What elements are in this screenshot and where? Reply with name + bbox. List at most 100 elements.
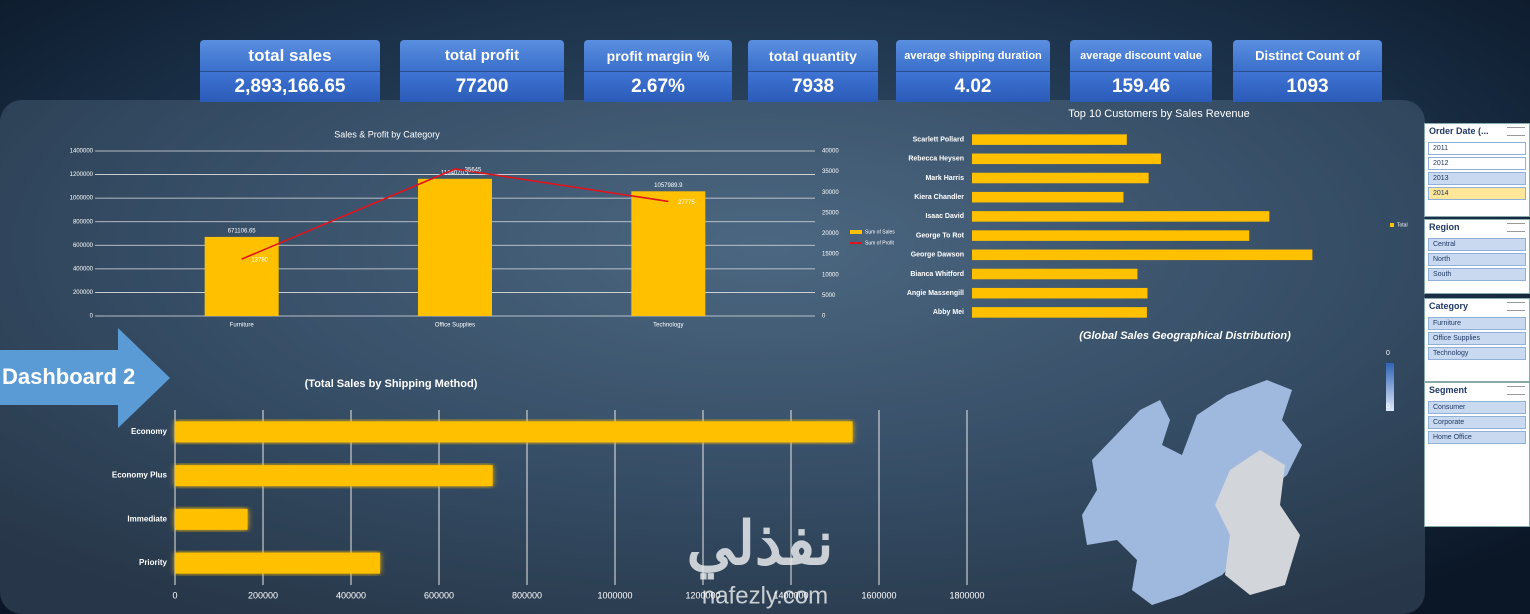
- slicer-icon[interactable]: [1507, 386, 1525, 395]
- bar: [175, 552, 381, 574]
- legend-label: Sum of Profit: [865, 240, 895, 246]
- kpi-card: average discount value 159.46: [1070, 40, 1212, 102]
- slicer-item[interactable]: Furniture: [1428, 317, 1526, 330]
- bar: [972, 191, 1124, 203]
- slicer-item[interactable]: 2012: [1428, 157, 1526, 170]
- y-tick-label: Priority: [139, 558, 168, 567]
- bar: [972, 307, 1147, 318]
- kpi-title: total sales: [200, 40, 380, 72]
- x-tick-label: 1600000: [861, 590, 896, 600]
- bar: [972, 211, 1270, 222]
- slicer-item[interactable]: 2013: [1428, 172, 1526, 185]
- chart-title: (Global Sales Geographical Distribution): [1079, 330, 1291, 342]
- slicer-item[interactable]: Office Supplies: [1428, 332, 1526, 345]
- x-tick-label: Technology: [653, 323, 683, 329]
- kpi-card: average shipping duration 4.02: [896, 40, 1050, 102]
- slicer-item[interactable]: Central: [1428, 238, 1526, 251]
- x-tick-label: 1400000: [773, 590, 808, 600]
- kpi-value: 1093: [1233, 71, 1382, 102]
- chart-title: Sales & Profit by Category: [334, 129, 440, 139]
- x-tick-label: 0: [172, 590, 177, 600]
- data-label: 35645: [465, 168, 482, 174]
- slicer-icon[interactable]: [1507, 223, 1525, 232]
- bar: [972, 153, 1161, 165]
- kpi-title: average discount value: [1070, 40, 1212, 72]
- kpi-value: 2,893,166.65: [200, 71, 380, 102]
- slicer-item[interactable]: North: [1428, 253, 1526, 266]
- y-tick-label: 1400000: [70, 149, 94, 155]
- kpi-card: profit margin % 2.67%: [584, 40, 732, 102]
- y-tick-label: George Dawson: [911, 252, 964, 259]
- y-tick-label: 1000000: [70, 196, 94, 202]
- y-tick-label: Isaac David: [925, 213, 964, 220]
- kpi-value: 4.02: [896, 71, 1050, 102]
- bar: [175, 421, 853, 443]
- y-tick-label: George To Rot: [916, 232, 965, 239]
- slicer-item[interactable]: Corporate: [1428, 416, 1526, 429]
- kpi-title: Distinct Count of: [1233, 40, 1382, 72]
- y2-tick-label: 15000: [822, 252, 839, 258]
- kpi-card: total sales 2,893,166.65: [200, 40, 380, 102]
- slicer: Order Date (... 2011 2012 2013 2014: [1424, 123, 1530, 217]
- y2-tick-label: 30000: [822, 190, 839, 196]
- chart-title: (Total Sales by Shipping Method): [305, 378, 478, 390]
- data-label: 1057989.9: [654, 183, 683, 189]
- watermark-url: nafezly.com: [702, 582, 828, 609]
- slicer-item[interactable]: Consumer: [1428, 401, 1526, 414]
- bar: [972, 249, 1313, 261]
- x-tick-label: 1800000: [949, 590, 984, 600]
- slicer-title: Category: [1425, 299, 1529, 315]
- slicer-item[interactable]: Home Office: [1428, 431, 1526, 444]
- kpi-title: average shipping duration: [896, 40, 1050, 72]
- slicer-icon[interactable]: [1507, 302, 1525, 311]
- slicer: Region Central North South: [1424, 219, 1530, 294]
- data-label: 27775: [678, 200, 695, 206]
- x-tick-label: 800000: [512, 590, 542, 600]
- x-tick-label: 1200000: [685, 590, 720, 600]
- y-tick-label: Economy Plus: [112, 471, 168, 480]
- legend-label: Sum of Sales: [865, 229, 895, 235]
- kpi-value: 159.46: [1070, 71, 1212, 102]
- scale-label: 0: [1386, 403, 1390, 410]
- slicer: Segment Consumer Corporate Home Office: [1424, 382, 1530, 527]
- y2-tick-label: 5000: [822, 293, 836, 299]
- slicer-item[interactable]: Technology: [1428, 347, 1526, 360]
- slicer-item[interactable]: South: [1428, 268, 1526, 281]
- y-tick-label: Rebecca Heysen: [908, 156, 964, 163]
- y-tick-label: 600000: [73, 243, 94, 249]
- slicer-item[interactable]: 2011: [1428, 142, 1526, 155]
- bar: [972, 230, 1250, 241]
- kpi-card: total profit 77200: [400, 40, 564, 102]
- kpi-title: total profit: [400, 40, 564, 72]
- map-region: [1215, 450, 1300, 595]
- y2-tick-label: 0: [822, 314, 826, 320]
- kpi-title: profit margin %: [584, 40, 732, 72]
- chart-title: Top 10 Customers by Sales Revenue: [1068, 108, 1250, 120]
- x-tick-label: 200000: [248, 590, 278, 600]
- nav-label[interactable]: Dashboard 2: [2, 364, 135, 389]
- bar: [972, 287, 1148, 299]
- y-tick-label: Angie Massengill: [907, 290, 964, 297]
- kpi-title: total quantity: [748, 40, 878, 72]
- y2-tick-label: 25000: [822, 210, 839, 216]
- x-tick-label: 400000: [336, 590, 366, 600]
- legend-swatch: [1390, 223, 1394, 227]
- slicer-title: Segment: [1425, 383, 1529, 399]
- slicer-item[interactable]: 2014: [1428, 187, 1526, 200]
- y-tick-label: Mark Harris: [925, 175, 964, 182]
- slicer: Category Furniture Office Supplies Technolo…: [1424, 298, 1530, 382]
- x-tick-label: 1000000: [597, 590, 632, 600]
- x-tick-label: 600000: [424, 590, 454, 600]
- bar: [972, 172, 1149, 184]
- nav-arrow[interactable]: [0, 328, 170, 428]
- y-tick-label: Scarlett Pollard: [913, 136, 964, 143]
- y-tick-label: 800000: [73, 219, 94, 225]
- slicer-icon[interactable]: [1507, 127, 1525, 136]
- y-tick-label: Abby Mei: [933, 309, 964, 316]
- kpi-value: 7938: [748, 71, 878, 102]
- y-tick-label: 200000: [73, 290, 94, 296]
- y-tick-label: 400000: [73, 266, 94, 272]
- bar: [204, 236, 279, 316]
- x-tick-label: Office Supplies: [435, 323, 475, 329]
